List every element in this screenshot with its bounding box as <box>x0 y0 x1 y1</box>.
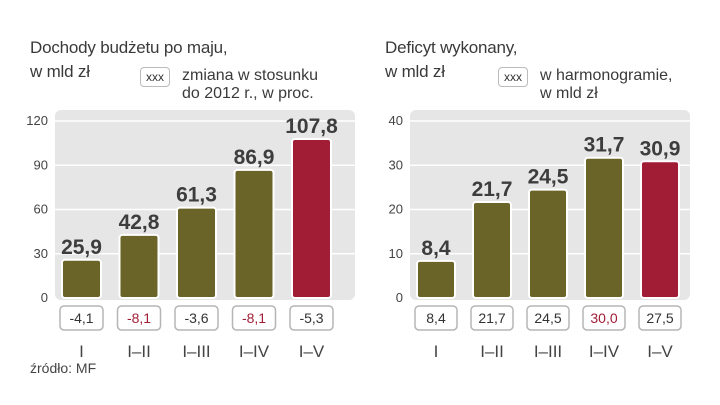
right-category-label: I–V <box>647 342 673 361</box>
right-chart-title-line1: Deficyt wykonany, <box>385 38 518 57</box>
right-bar-value-label: 31,7 <box>584 134 625 157</box>
left-legend-line2: do 2012 r., w proc. <box>182 85 314 102</box>
left-bar <box>233 168 275 299</box>
right-secondary-value: 27,5 <box>646 310 673 326</box>
left-chart-title-line2: w mld zł <box>30 62 90 81</box>
right-legend-line2: w mld zł <box>540 85 598 102</box>
right-category-label: I–IV <box>589 342 620 361</box>
left-bar <box>118 233 160 299</box>
left-secondary-value: -8,1 <box>242 310 266 326</box>
right-bar <box>584 156 624 299</box>
left-legend-box: xxx <box>140 67 170 87</box>
left-chart-title-line1: Dochody budżetu po maju, <box>30 38 228 57</box>
right-ytick-label: 30 <box>389 157 403 172</box>
source-note: źródło: MF <box>30 360 97 376</box>
left-legend-line1: zmiana w stosunku <box>182 67 319 84</box>
right-secondary-value: 30,0 <box>590 310 617 326</box>
left-secondary-value: -5,3 <box>299 310 323 326</box>
left-secondary-box <box>59 305 104 331</box>
right-bar <box>528 188 568 299</box>
left-category-label: I <box>79 342 84 361</box>
right-secondary-box <box>638 305 682 331</box>
left-category-label: I–IV <box>239 342 270 361</box>
left-secondary-value: -3,6 <box>184 310 208 326</box>
right-secondary-box <box>414 305 458 331</box>
right-bar-value-label: 24,5 <box>528 166 569 189</box>
left-secondary-box <box>174 305 219 331</box>
right-secondary-value: 21,7 <box>478 310 505 326</box>
left-ytick-label: 90 <box>34 157 48 172</box>
right-category-label: I–II <box>480 342 504 361</box>
left-ytick-label: 30 <box>34 246 48 261</box>
left-bar <box>291 137 332 299</box>
left-secondary-box <box>116 305 162 331</box>
left-category-label: I–II <box>127 342 151 361</box>
left-bar-value-label: 42,8 <box>119 211 160 234</box>
left-bar-value-label: 86,9 <box>234 146 275 169</box>
right-ytick-label: 10 <box>389 246 403 261</box>
left-bar <box>176 206 217 300</box>
right-bar <box>640 160 680 299</box>
left-secondary-box <box>231 305 277 331</box>
left-ytick-label: 60 <box>34 202 48 217</box>
right-secondary-value: 8,4 <box>426 310 446 326</box>
left-ytick-label: 0 <box>41 290 48 305</box>
left-ytick-label: 120 <box>26 113 48 128</box>
right-ytick-label: 20 <box>389 202 403 217</box>
left-bar-value-label: 107,8 <box>285 115 338 138</box>
right-category-label: I–III <box>534 342 562 361</box>
right-secondary-box <box>526 305 570 331</box>
right-bar <box>416 259 456 299</box>
left-category-label: I–V <box>299 342 325 361</box>
right-bar-value-label: 8,4 <box>421 237 451 260</box>
right-secondary-box <box>582 305 626 331</box>
left-secondary-value: -8,1 <box>127 310 151 326</box>
right-bar-value-label: 21,7 <box>472 178 513 201</box>
left-bar-value-label: 25,9 <box>61 236 102 259</box>
right-legend-line1: w harmonogramie, <box>540 67 673 84</box>
left-secondary-value: -4,1 <box>69 310 93 326</box>
left-bar-value-label: 61,3 <box>176 184 217 207</box>
right-secondary-value: 24,5 <box>534 310 561 326</box>
right-category-label: I <box>434 342 439 361</box>
left-category-label: I–III <box>182 342 210 361</box>
right-chart-title-line2: w mld zł <box>385 62 445 81</box>
left-bar <box>61 258 102 299</box>
right-bar-value-label: 30,9 <box>640 137 681 160</box>
right-legend-box: xxx <box>498 67 528 87</box>
right-ytick-label: 40 <box>389 113 403 128</box>
right-bar <box>472 200 512 299</box>
left-secondary-box <box>289 305 334 331</box>
right-secondary-box <box>470 305 514 331</box>
right-ytick-label: 0 <box>396 290 403 305</box>
